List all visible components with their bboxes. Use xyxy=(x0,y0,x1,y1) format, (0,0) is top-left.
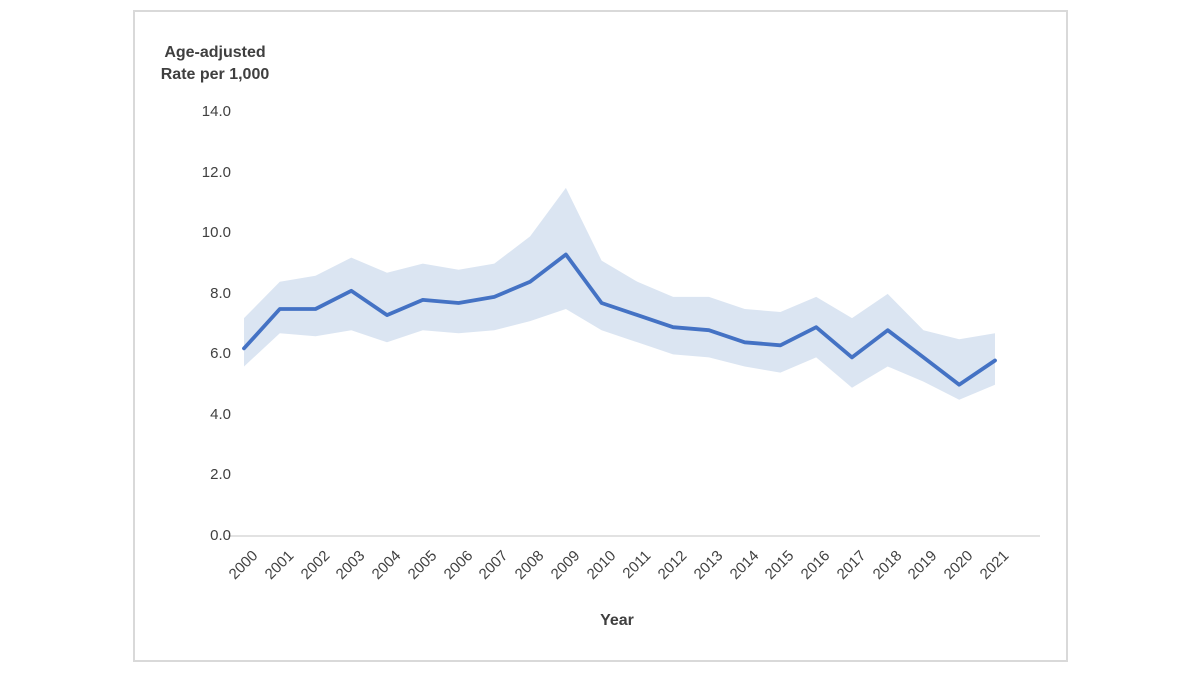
x-axis-title: Year xyxy=(600,612,634,629)
chart-card: Age-adjusted Rate per 1,000 14.0 12.0 10.0… xyxy=(133,10,1068,662)
plot-area xyxy=(228,187,1040,537)
y-tick-label: 2.0 xyxy=(210,466,231,484)
y-tick-label: 0.0 xyxy=(210,527,231,544)
y-axis-title: Age-adjusted Rate per 1,000 xyxy=(160,44,270,83)
y-tick-label: 10.0 xyxy=(201,224,231,242)
y-tick-label: 12.0 xyxy=(201,163,231,181)
rate-trend-line xyxy=(242,252,997,387)
y-tick-label: 4.0 xyxy=(210,405,231,423)
confidence-band-area xyxy=(244,187,995,400)
y-tick-label: 6.0 xyxy=(210,345,231,363)
y-tick-label: 14.0 xyxy=(201,103,231,121)
y-tick-label: 8.0 xyxy=(210,284,231,302)
